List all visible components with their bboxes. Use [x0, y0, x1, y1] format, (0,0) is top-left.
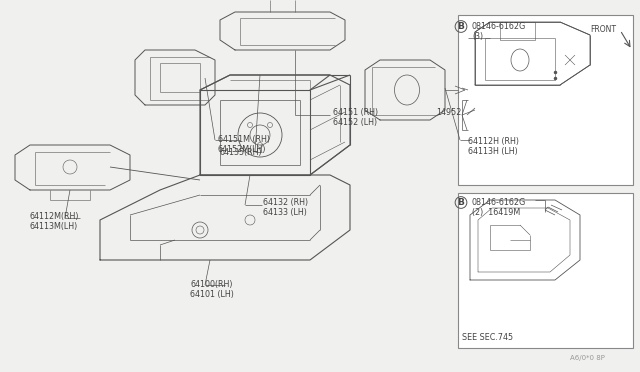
Bar: [458, 193, 633, 348]
Text: 64112M(RH): 64112M(RH): [30, 212, 79, 221]
Text: 64133 (LH): 64133 (LH): [263, 208, 307, 217]
Text: (3): (3): [472, 32, 483, 41]
Text: B: B: [458, 22, 465, 31]
Text: 64112H (RH): 64112H (RH): [468, 137, 519, 146]
Text: 64113M(LH): 64113M(LH): [30, 222, 78, 231]
Text: 64152M(LH): 64152M(LH): [218, 145, 266, 154]
Bar: [500, 22, 535, 40]
Text: 08146-6162G: 08146-6162G: [472, 198, 526, 207]
Text: 64135(RH): 64135(RH): [220, 148, 262, 157]
Text: 08146-6162G: 08146-6162G: [472, 22, 526, 31]
Text: SEE SEC.745: SEE SEC.745: [462, 333, 513, 342]
Text: 14952: 14952: [436, 108, 462, 117]
Text: 64101 (LH): 64101 (LH): [190, 290, 234, 299]
Bar: [458, 15, 633, 185]
Text: 64151 (RH): 64151 (RH): [333, 108, 378, 117]
Text: 64113H (LH): 64113H (LH): [468, 147, 518, 156]
Text: FRONT: FRONT: [590, 25, 616, 34]
Text: 64100(RH): 64100(RH): [191, 280, 233, 289]
Text: A6/0*0 8P: A6/0*0 8P: [570, 355, 605, 361]
Text: 64132 (RH): 64132 (RH): [263, 198, 308, 207]
Text: B: B: [458, 198, 465, 207]
Text: 64152 (LH): 64152 (LH): [333, 118, 377, 127]
Text: (2)  16419M: (2) 16419M: [472, 208, 520, 217]
Text: 64151M (RH): 64151M (RH): [218, 135, 270, 144]
